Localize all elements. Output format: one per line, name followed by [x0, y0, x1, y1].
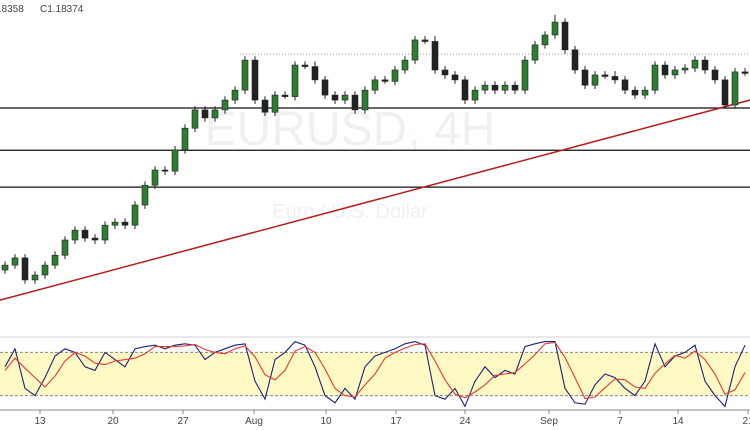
candle-body — [511, 84, 519, 91]
candle-body — [41, 264, 49, 276]
candle-body — [561, 21, 569, 51]
candle-body — [471, 89, 479, 101]
candle-body — [721, 79, 729, 106]
candle-body — [531, 44, 539, 61]
candle-body — [261, 99, 269, 113]
x-tick-label: 7 — [617, 416, 623, 427]
candle-body — [231, 89, 239, 101]
candle-body — [281, 94, 289, 97]
candle-body — [731, 71, 739, 106]
candle-body — [461, 79, 469, 101]
candle-body — [401, 59, 409, 71]
candle-body — [541, 34, 549, 46]
candle-body — [311, 66, 319, 81]
candle-body — [331, 94, 339, 101]
candle-body — [81, 229, 89, 239]
candle-body — [391, 69, 399, 82]
candle-body — [31, 274, 39, 281]
candle-body — [711, 69, 719, 81]
candle-body — [191, 109, 199, 129]
x-tick-label: 24 — [459, 416, 471, 427]
candle-body — [361, 89, 369, 111]
candle-body — [691, 59, 699, 69]
stochastic-line — [4, 340, 746, 408]
x-tick-label: 21 — [742, 416, 750, 427]
candle-body — [381, 79, 389, 82]
candle-body — [121, 221, 129, 226]
candle-body — [481, 84, 489, 91]
watermark: EURUSD, 4H — [205, 103, 496, 156]
candle-body — [451, 74, 459, 81]
candle-body — [371, 79, 379, 91]
candle-body — [701, 59, 709, 71]
header-low: 18358 — [0, 4, 24, 15]
candle-body — [551, 21, 559, 36]
x-tick-label: 13 — [34, 416, 46, 427]
candle-body — [581, 69, 589, 86]
candle-body — [221, 99, 229, 111]
candle-body — [601, 74, 609, 77]
candle-body — [151, 169, 159, 186]
candle-body — [101, 224, 109, 241]
candle-body — [651, 64, 659, 91]
candle-body — [631, 89, 639, 96]
candle-body — [341, 94, 349, 101]
candle-body — [351, 94, 359, 111]
candle-body — [411, 39, 419, 61]
candle-body — [21, 257, 29, 281]
candle-body — [441, 69, 449, 76]
candle-body — [11, 257, 19, 266]
candle-body — [491, 84, 499, 91]
candle-body — [211, 109, 219, 119]
stochastic-line — [4, 341, 746, 400]
x-tick-label: 27 — [177, 416, 189, 427]
x-tick-label: Sep — [540, 416, 558, 427]
candle-body — [621, 79, 629, 91]
candle-body — [171, 149, 179, 172]
candle-body — [611, 76, 619, 81]
candle-body — [521, 59, 529, 91]
candle-body — [251, 59, 259, 101]
header-close: C1.18374 — [40, 4, 84, 15]
candle-body — [241, 59, 249, 91]
x-tick-label: 10 — [320, 416, 332, 427]
candle-body — [301, 64, 309, 67]
trendline — [0, 99, 750, 301]
candle-body — [91, 237, 99, 241]
candle-body — [741, 71, 749, 74]
candle-body — [271, 94, 279, 113]
candle-body — [671, 69, 679, 76]
candle-body — [1, 264, 9, 271]
candle-body — [181, 127, 189, 151]
candle-body — [111, 221, 119, 226]
candle-body — [141, 184, 149, 206]
candle-body — [681, 67, 689, 71]
candle-body — [571, 49, 579, 71]
watermark-subtitle: Euro / U.S. Dollar — [272, 201, 428, 223]
candle-body — [641, 89, 649, 96]
candle-body — [61, 239, 69, 256]
candle-body — [321, 79, 329, 96]
candle-body — [51, 254, 59, 266]
x-tick-label: Aug — [245, 416, 263, 427]
candle-body — [431, 41, 439, 71]
candle-body — [501, 84, 509, 91]
x-tick-label: 17 — [390, 416, 402, 427]
x-tick-label: 20 — [107, 416, 119, 427]
candle-body — [291, 64, 299, 97]
candle-body — [71, 229, 79, 241]
candle-body — [591, 74, 599, 86]
candle-body — [131, 204, 139, 226]
candle-body — [421, 39, 429, 42]
candle-body — [201, 109, 209, 119]
x-tick-label: 14 — [672, 416, 684, 427]
candle-body — [161, 169, 169, 172]
candle-body — [661, 64, 669, 76]
